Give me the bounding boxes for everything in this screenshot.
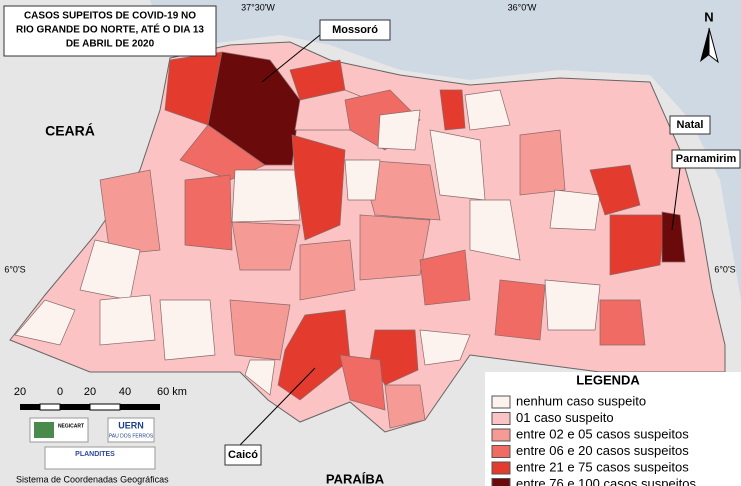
place-label: Natal: [677, 119, 704, 131]
north-arrow: [708, 27, 719, 64]
municipality: [609, 214, 666, 276]
municipality: [384, 384, 426, 429]
municipality: [231, 169, 301, 223]
legend-label: 01 caso suspeito: [516, 410, 614, 425]
scale-segment: [60, 404, 90, 410]
leader-line: [239, 367, 316, 446]
legend-label: entre 02 e 05 casos suspeitos: [516, 426, 689, 441]
municipality: [344, 159, 381, 201]
municipality: [549, 189, 601, 231]
title-line: RIO GRANDE DO NORTE, ATÉ O DIA 13: [16, 23, 204, 36]
municipality: [99, 294, 156, 346]
legend-swatch: [491, 395, 511, 409]
label-box: [224, 444, 262, 466]
lon-label: 36°0'W: [508, 2, 537, 12]
municipality: [99, 169, 161, 256]
municipality: [369, 329, 419, 386]
municipality: [439, 89, 466, 131]
scale-label: 20: [14, 386, 26, 398]
municipality: [291, 134, 346, 241]
municipality: [184, 174, 233, 251]
municipality: [419, 329, 471, 366]
scale-segment: [120, 404, 160, 410]
municipality: [299, 239, 356, 301]
municipality: [244, 359, 276, 396]
leader-line: [261, 34, 321, 83]
municipality: [339, 354, 386, 411]
legend-label: entre 21 e 75 casos suspeitos: [516, 459, 689, 474]
logo-text: PLANDITES: [75, 451, 115, 458]
legend-label: entre 76 e 100 casos suspeitos: [516, 476, 696, 486]
legend-title: LEGENDA: [576, 372, 640, 387]
legend-box: [485, 372, 741, 486]
lat-label: 6°0'S: [4, 264, 25, 274]
municipality: [231, 221, 301, 271]
label-box: [319, 19, 391, 41]
municipality: [419, 249, 471, 306]
title-line: CASOS SUPEITOS DE COVID-19 NO: [24, 11, 196, 22]
logo: [44, 446, 156, 470]
logo-icon: [34, 422, 54, 438]
municipality: [377, 109, 421, 151]
municipalities: [14, 51, 686, 429]
scale-segment: [89, 403, 121, 411]
north-label: N: [704, 9, 713, 24]
municipality: [159, 299, 216, 361]
municipality: [599, 299, 646, 346]
municipality: [277, 309, 351, 401]
legend-swatch: [491, 445, 511, 458]
logo-text: PAU DOS FERROS: [109, 433, 154, 439]
legend-label: nenhum caso suspeito: [516, 393, 646, 408]
logo-text: UERN: [118, 420, 144, 430]
title-line: DE ABRIL DE 2020: [66, 39, 155, 50]
municipality: [544, 279, 601, 331]
scale-label: 20: [84, 386, 96, 398]
place-label: Mossoró: [332, 24, 378, 36]
scale-bar: [20, 403, 160, 411]
region-label: CEARÁ: [45, 123, 95, 139]
municipality: [469, 199, 521, 261]
logo: [107, 417, 155, 443]
place-label: Caicó: [228, 449, 258, 461]
lat-label: 6°0'S: [714, 264, 735, 274]
legend-swatch: [491, 461, 511, 475]
title-box: [3, 5, 217, 57]
municipality: [229, 299, 291, 361]
legend-swatch: [491, 478, 511, 486]
legend-swatch: [491, 428, 511, 442]
footer-text: Sistema de Coordenadas Geográficas: [16, 474, 169, 484]
scale-label: 40: [119, 386, 131, 398]
place-label: Parnamirim: [676, 153, 737, 165]
leader-line: [671, 167, 681, 231]
municipality: [519, 129, 566, 196]
scale-segment: [39, 403, 61, 411]
scale-segment: [20, 404, 40, 410]
legend-label: entre 06 e 20 casos suspeitos: [516, 443, 689, 458]
legend-swatch: [491, 412, 511, 425]
logo-text: NEGICART: [58, 423, 84, 429]
municipality: [589, 164, 641, 216]
municipality: [14, 299, 76, 346]
label-box: [669, 115, 711, 135]
north-arrow: [700, 28, 709, 62]
lon-label: 37°30'W: [241, 2, 275, 12]
municipality: [494, 279, 546, 341]
label-box: [671, 149, 741, 169]
municipality: [359, 214, 431, 281]
scale-label: 60 km: [157, 386, 187, 398]
region-label: PARAÍBA: [326, 471, 385, 486]
municipality: [464, 89, 511, 131]
scale-label: 0: [57, 386, 63, 398]
